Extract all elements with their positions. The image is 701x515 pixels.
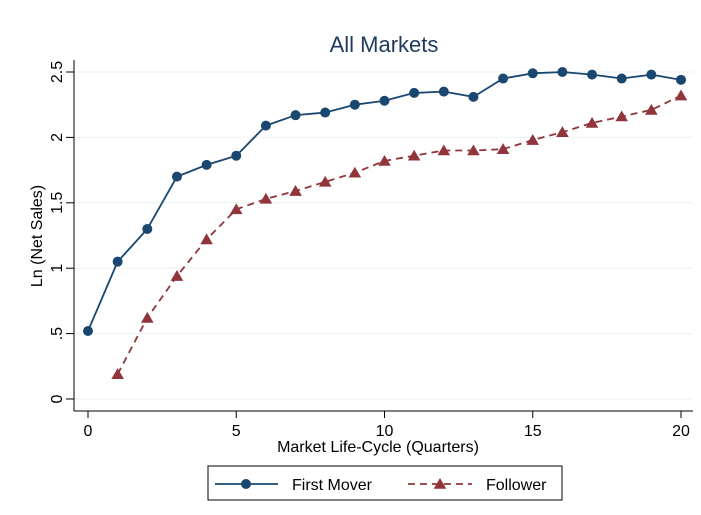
data-point bbox=[349, 99, 360, 110]
data-point bbox=[437, 144, 451, 156]
legend: First Mover Follower bbox=[207, 465, 563, 501]
data-point bbox=[615, 110, 628, 122]
data-point bbox=[409, 87, 420, 98]
data-point bbox=[289, 185, 302, 196]
data-point bbox=[557, 67, 568, 77]
data-point bbox=[378, 154, 391, 166]
x-tick-label: 20 bbox=[672, 423, 690, 440]
data-point bbox=[200, 233, 213, 245]
series-line-1 bbox=[87, 71, 682, 332]
data-point bbox=[290, 110, 301, 121]
data-point bbox=[498, 73, 509, 84]
x-tick-label: 10 bbox=[376, 423, 394, 440]
data-point bbox=[556, 126, 569, 137]
legend-label-1: First Mover bbox=[292, 477, 373, 494]
y-axis-label: Ln (Net Sales) bbox=[29, 185, 46, 287]
data-point bbox=[231, 150, 242, 161]
legend-marker bbox=[433, 478, 447, 489]
data-point bbox=[496, 143, 510, 154]
data-point bbox=[674, 89, 688, 101]
data-point bbox=[142, 223, 153, 234]
data-point bbox=[83, 325, 93, 336]
data-point bbox=[111, 368, 124, 379]
y-tick-label: 0 bbox=[49, 394, 66, 403]
data-point bbox=[407, 149, 421, 161]
chart-title: All Markets bbox=[330, 32, 439, 57]
data-point bbox=[171, 171, 182, 182]
data-point bbox=[585, 117, 599, 128]
data-point bbox=[438, 86, 449, 97]
x-tick-label: 0 bbox=[84, 423, 93, 440]
data-series bbox=[83, 67, 688, 379]
data-point bbox=[141, 311, 154, 323]
x-axis-label: Market Life-Cycle (Quarters) bbox=[277, 439, 479, 456]
data-point bbox=[318, 175, 332, 187]
data-point bbox=[320, 107, 331, 118]
x-tick-label: 5 bbox=[232, 423, 241, 440]
y-tick-label: 2.5 bbox=[49, 61, 66, 83]
data-point bbox=[526, 134, 540, 145]
y-tick-label: 1.5 bbox=[49, 192, 66, 214]
y-tick-label: .5 bbox=[49, 327, 66, 340]
x-tick-label: 15 bbox=[524, 423, 542, 440]
data-point bbox=[645, 103, 658, 115]
data-point bbox=[259, 192, 273, 204]
data-point bbox=[467, 144, 480, 156]
legend-box bbox=[207, 465, 563, 501]
data-point bbox=[112, 256, 123, 267]
y-tick-label: 2 bbox=[49, 133, 66, 142]
data-point bbox=[616, 73, 627, 84]
y-tick-label: 1 bbox=[49, 264, 66, 273]
data-point bbox=[587, 69, 598, 80]
data-point bbox=[348, 166, 362, 178]
legend-label-2: Follower bbox=[486, 477, 547, 494]
data-point bbox=[201, 159, 212, 170]
data-point bbox=[646, 69, 657, 80]
data-point bbox=[229, 203, 243, 215]
data-point bbox=[379, 95, 390, 106]
data-point bbox=[170, 270, 184, 281]
legend-marker bbox=[241, 479, 251, 489]
axes: 0 .5 1 1.5 2 2.5 0 5 10 15 20 bbox=[49, 60, 693, 440]
series-line-2 bbox=[116, 94, 682, 375]
data-point bbox=[468, 91, 479, 102]
data-point bbox=[676, 74, 686, 85]
grid-lines bbox=[74, 71, 693, 400]
data-point bbox=[260, 120, 271, 131]
data-point bbox=[527, 68, 538, 79]
